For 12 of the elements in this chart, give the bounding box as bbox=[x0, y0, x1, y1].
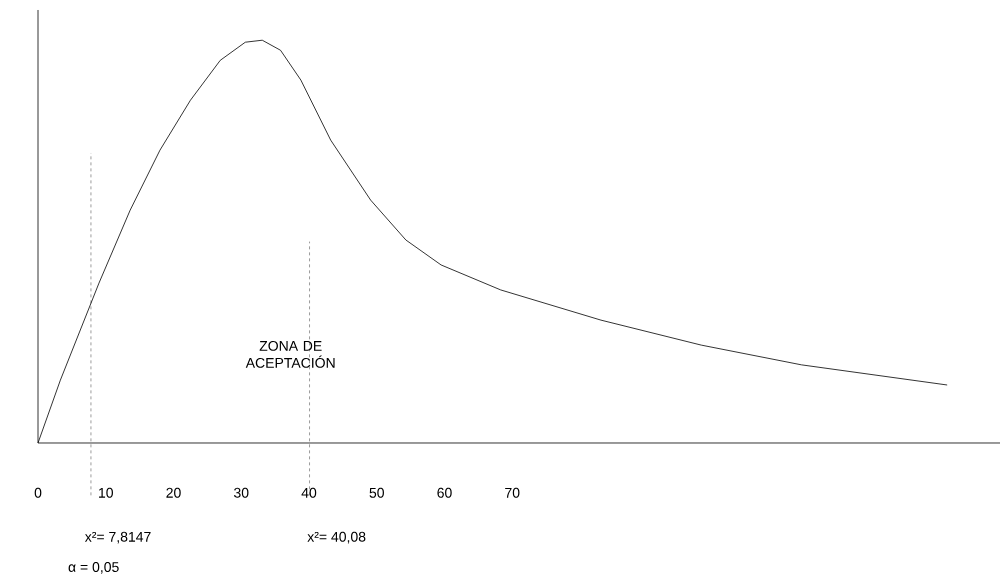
x-tick-label: 0 bbox=[34, 487, 42, 498]
ref-line-label: x²= 40,08 bbox=[307, 531, 366, 544]
ref-line-label: x²= 7,8147 bbox=[84, 531, 151, 544]
x-tick-label: 10 bbox=[99, 487, 113, 498]
x-tick-label: 40 bbox=[301, 487, 317, 498]
x-tick-label: 20 bbox=[166, 487, 181, 498]
x-tick-label: 70 bbox=[505, 487, 520, 498]
text: α = 0,05 bbox=[68, 562, 119, 574]
x-tick-label: 30 bbox=[234, 487, 249, 498]
annotation: ZONA DE ACEPTACIÓN bbox=[245, 340, 335, 368]
x-tick-label: 50 bbox=[369, 487, 384, 498]
x-tick-label: 60 bbox=[437, 487, 452, 498]
